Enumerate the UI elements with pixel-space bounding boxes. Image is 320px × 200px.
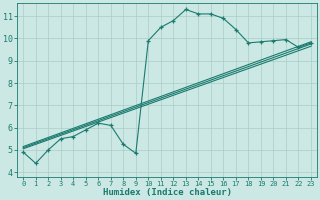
X-axis label: Humidex (Indice chaleur): Humidex (Indice chaleur) [103,188,232,197]
